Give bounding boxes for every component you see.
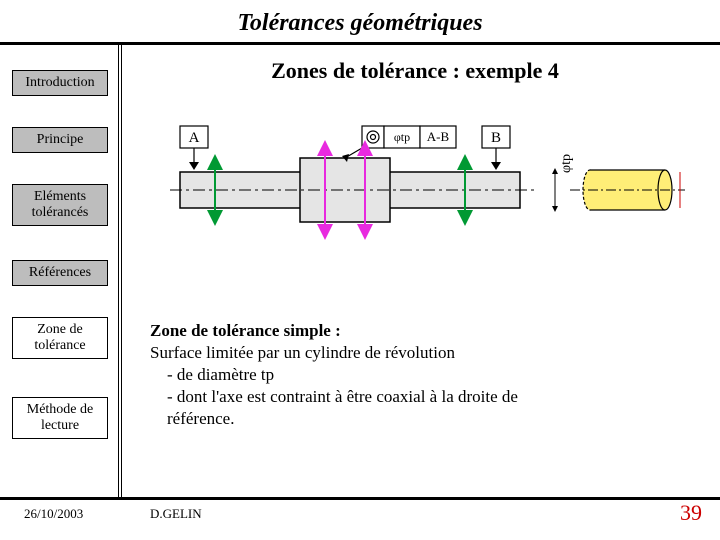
desc-line1: Surface limitée par un cylindre de révol… <box>150 343 455 362</box>
feature-control-frame: φtp A-B <box>362 126 456 148</box>
desc-line4: référence. <box>167 409 234 428</box>
technical-drawing: A B φtp A-B φtp <box>140 100 700 270</box>
desc-line2: - de diamètre tp <box>167 365 274 384</box>
sidebar-separator <box>118 42 122 497</box>
subtitle: Zones de tolérance : exemple 4 <box>130 58 700 84</box>
nav-elements[interactable]: Eléments tolérancés <box>12 184 108 226</box>
nav-references[interactable]: Références <box>12 260 108 286</box>
footer-date: 26/10/2003 <box>24 506 83 522</box>
description-block: Zone de tolérance simple : Surface limit… <box>150 320 680 430</box>
phi-tp-label: φtp <box>394 130 410 144</box>
footer-author: D.GELIN <box>150 506 202 522</box>
datum-a-label: A <box>189 130 200 146</box>
page-title: Tolérances géométriques <box>0 10 720 37</box>
nav-methode-lecture[interactable]: Méthode de lecture <box>12 397 108 439</box>
footer-line <box>0 497 720 500</box>
datum-ref-label: A-B <box>427 129 450 144</box>
desc-heading: Zone de tolérance simple : <box>150 321 341 340</box>
nav-principe[interactable]: Principe <box>12 127 108 153</box>
datum-b-label: B <box>491 130 501 146</box>
nav-introduction[interactable]: Introduction <box>12 70 108 96</box>
footer-page-number: 39 <box>680 500 702 526</box>
tolerance-cylinder: φtp <box>552 154 685 212</box>
cylinder-phi-tp: φtp <box>559 154 574 173</box>
title-underline <box>0 42 720 45</box>
nav-zone-tolerance[interactable]: Zone de tolérance <box>12 317 108 359</box>
desc-line3: - dont l'axe est contraint à être coaxia… <box>167 387 518 406</box>
